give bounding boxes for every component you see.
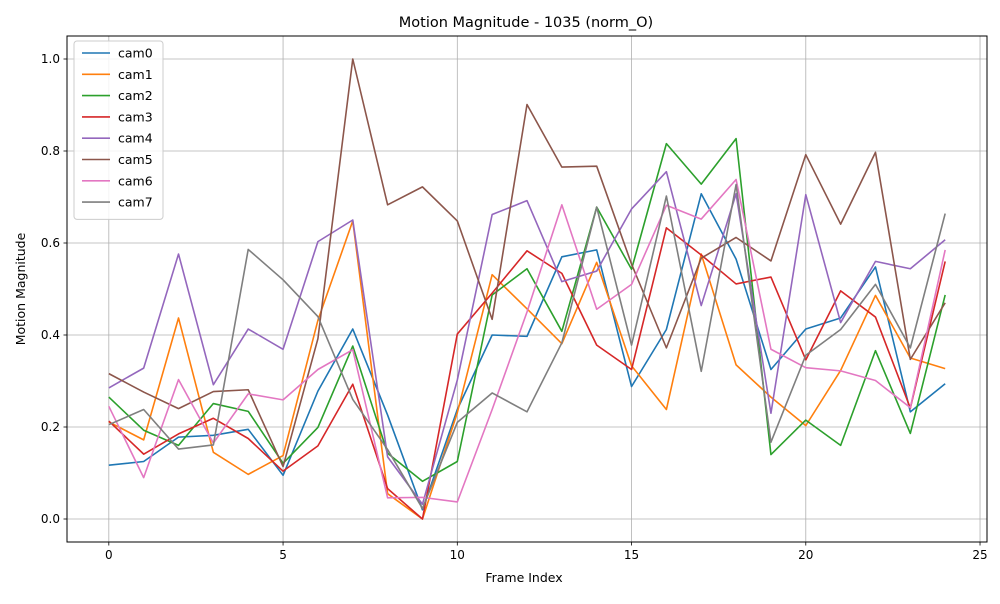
x-tick-label: 0 <box>105 548 113 562</box>
legend-label-cam4: cam4 <box>118 131 153 146</box>
series-line-cam2 <box>108 137 946 483</box>
x-tick-label: 10 <box>450 548 465 562</box>
x-tick-label: 20 <box>798 548 813 562</box>
x-tick-label: 5 <box>279 548 287 562</box>
x-axis-label: Frame Index <box>485 570 562 585</box>
legend-label-cam0: cam0 <box>118 46 153 61</box>
y-tick-label: 0.8 <box>41 144 60 158</box>
legend-label-cam6: cam6 <box>118 173 153 188</box>
chart-title: Motion Magnitude - 1035 (norm_O) <box>399 15 653 31</box>
series-line-cam3 <box>108 227 946 520</box>
y-tick-label: 0.6 <box>41 236 60 250</box>
series-line-cam0 <box>108 192 946 511</box>
series-line-cam7 <box>108 183 946 510</box>
series-line-cam4 <box>108 170 946 506</box>
axis-ticks: 0 5 10 15 20 25 0.0 0.2 0.4 0.6 0.8 1.0 <box>41 52 988 562</box>
legend-label-cam7: cam7 <box>118 195 153 210</box>
series-line-cam5 <box>108 58 946 468</box>
y-tick-label: 1.0 <box>41 52 60 66</box>
x-tick-label: 25 <box>972 548 987 562</box>
legend-label-cam5: cam5 <box>118 152 153 167</box>
y-tick-label: 0.4 <box>41 328 60 342</box>
y-tick-label: 0.2 <box>41 420 60 434</box>
grid <box>67 36 987 542</box>
series-line-cam1 <box>108 220 946 520</box>
series-line-cam6 <box>108 178 946 503</box>
y-tick-label: 0.0 <box>41 512 60 526</box>
series-lines <box>108 58 946 520</box>
y-axis-label: Motion Magnitude <box>13 232 28 345</box>
legend: cam0 cam1 cam2 cam3 cam4 cam5 cam6 cam7 <box>73 40 164 220</box>
plot-frame <box>66 35 988 543</box>
x-tick-label: 15 <box>624 548 639 562</box>
legend-label-cam1: cam1 <box>118 67 153 82</box>
legend-label-cam3: cam3 <box>118 109 153 124</box>
legend-label-cam2: cam2 <box>118 88 153 103</box>
legend-box <box>73 40 164 220</box>
